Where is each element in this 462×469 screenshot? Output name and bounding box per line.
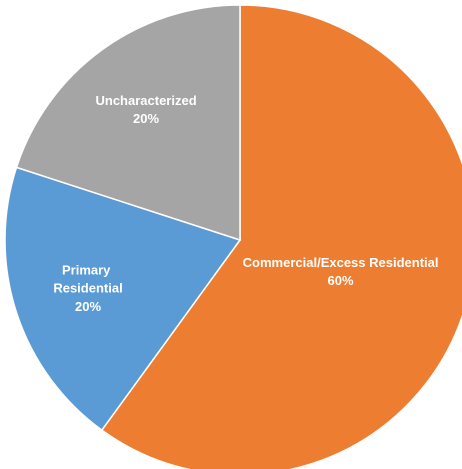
pie-slice xyxy=(4,166,242,432)
slice-label: Commercial/Excess Residential xyxy=(243,255,439,270)
pie-slice xyxy=(15,4,241,242)
slice-value-label: 20% xyxy=(133,111,159,126)
slice-value-label: 60% xyxy=(328,273,354,288)
slice-label: Uncharacterized xyxy=(95,93,196,108)
slice-value-label: 20% xyxy=(75,299,101,314)
pie-slice xyxy=(100,4,462,469)
slice-label: Primary Residential xyxy=(53,263,122,296)
